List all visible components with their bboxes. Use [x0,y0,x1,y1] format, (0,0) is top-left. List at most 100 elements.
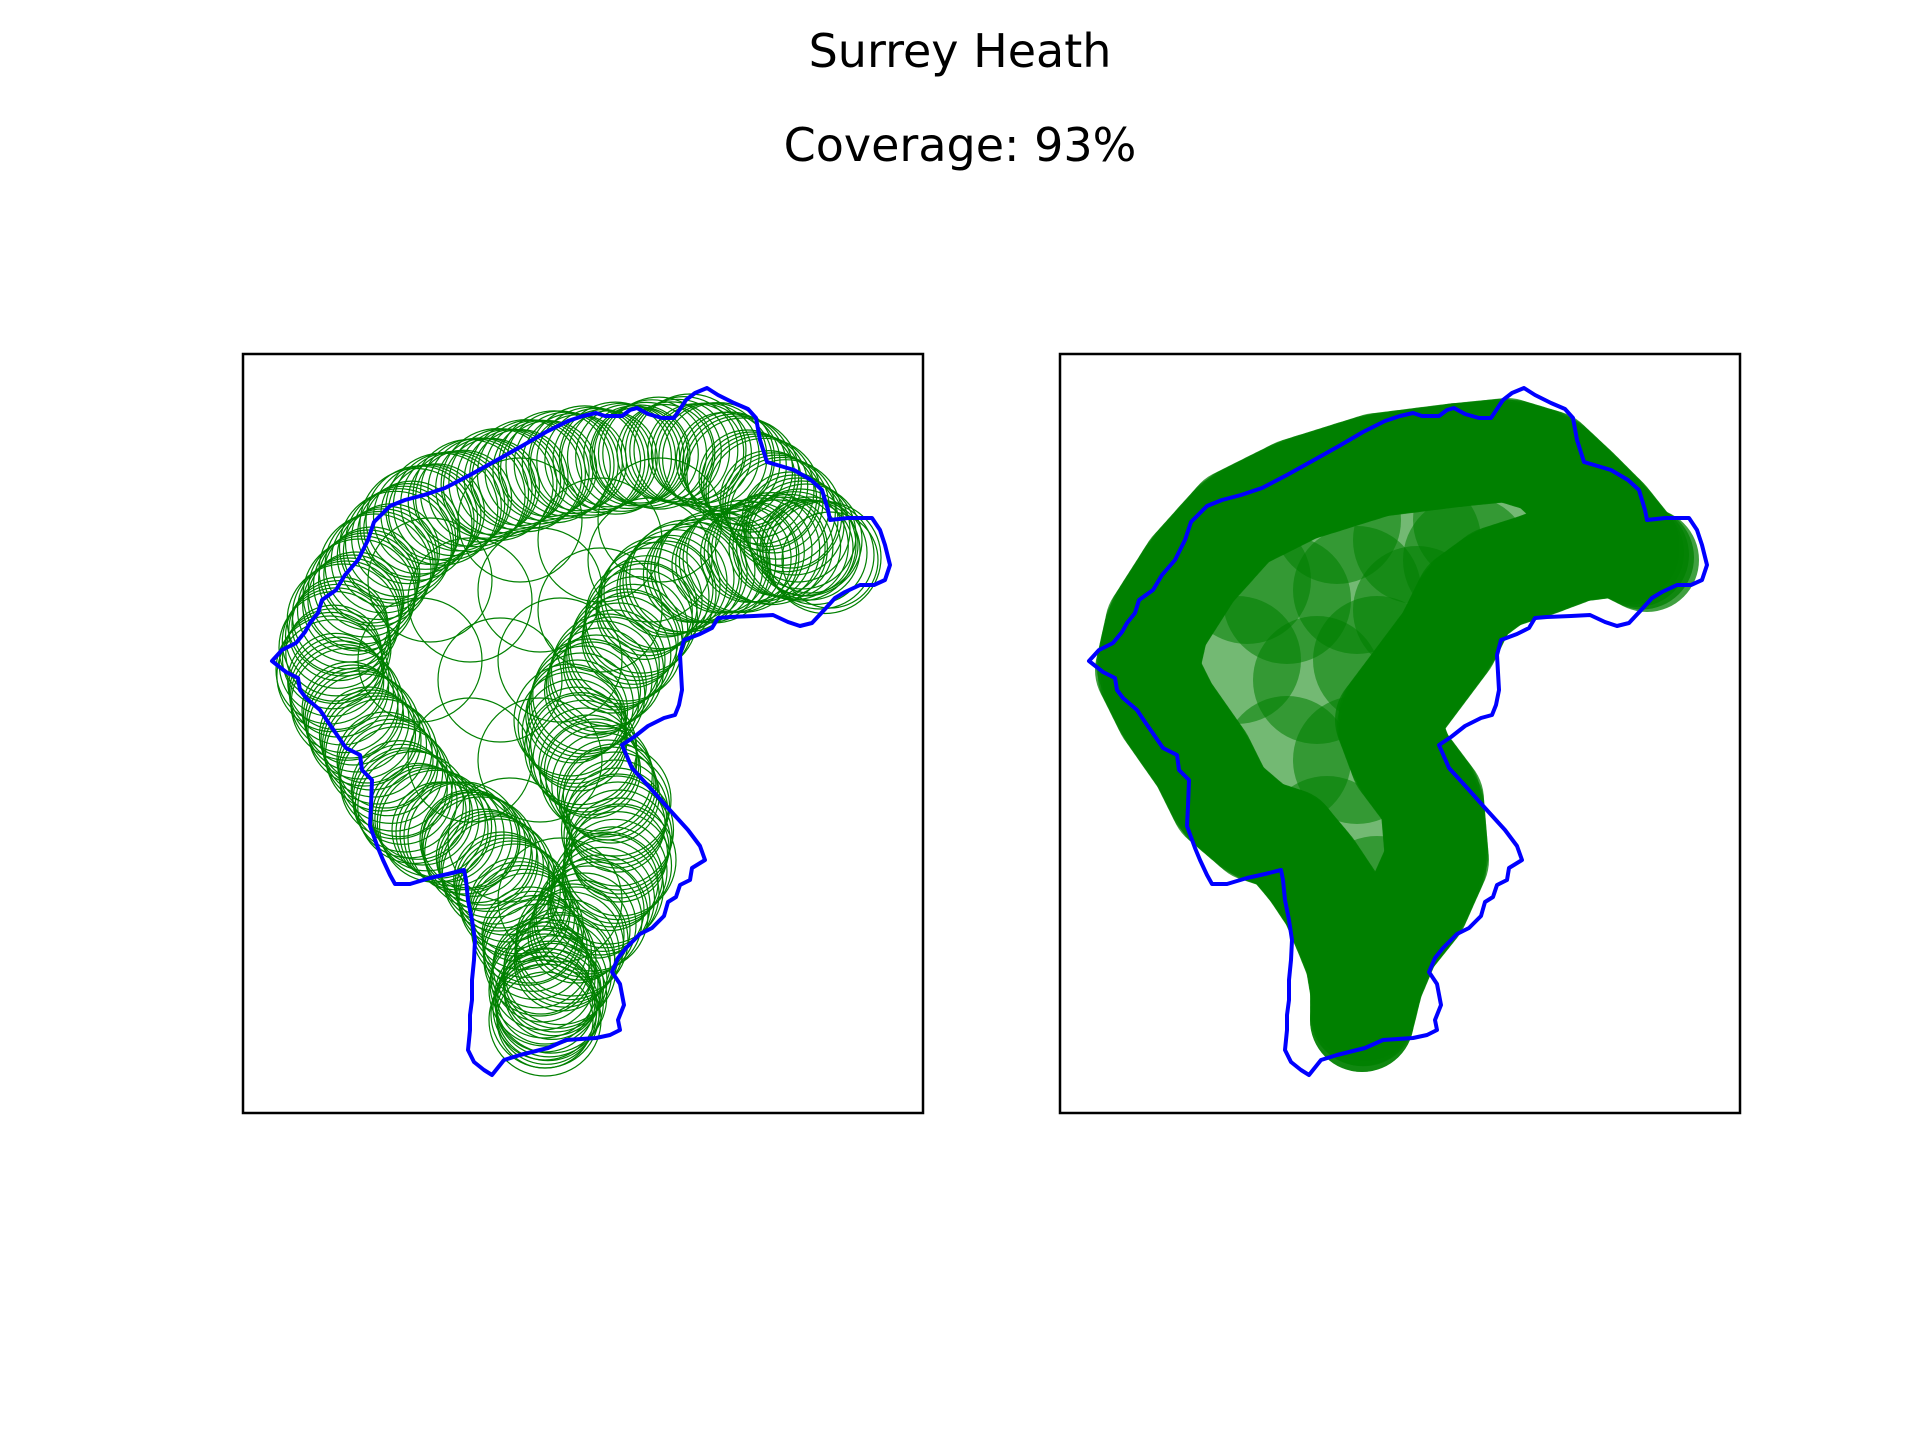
coverage-circle [593,401,699,507]
coverage-circle [700,431,803,533]
coverage-circle [427,437,533,543]
coverage-disc [1575,493,1679,597]
coverage-circle [563,759,669,865]
coverage-circle [318,686,417,784]
coverage-circle [583,568,694,678]
coverage-circle [726,456,837,566]
coverage-filled-panel [1058,352,1742,1115]
coverage-circle [707,437,821,551]
coverage-circle [629,396,739,506]
coverage-circle [407,537,533,663]
coverage-circle [372,464,479,570]
coverage-circle [302,554,404,656]
coverage-circle [435,808,533,906]
coverage-circle [318,529,420,631]
coverage-circle [549,854,651,956]
coverage-subtitle: Coverage: 93% [783,118,1137,172]
coverage-circle [747,480,857,590]
coverage-circle [587,497,713,623]
coverage-circle [527,886,625,984]
coverage-circle [531,872,637,978]
coverage-circle [497,597,623,723]
region-boundary [1087,386,1709,1077]
coverage-circle [301,661,399,759]
figure-title: Surrey Heath [808,24,1112,78]
coverage-circle [497,837,623,963]
coverage-circle [489,929,599,1039]
coverage-circle [719,450,818,548]
coverage-circle [743,474,845,576]
coverage-circle [321,692,428,798]
coverage-circle [547,861,645,959]
coverage-circle [336,711,434,809]
coverage-circle [338,718,444,825]
coverage-circle [477,697,603,823]
coverage-circle [552,409,654,511]
coverage-circle [619,534,721,636]
coverage-circle [581,591,679,689]
coverage-circle [514,906,616,1008]
coverage-circle [337,715,439,817]
coverage-circle [412,438,526,553]
coverage-circle [447,777,573,903]
coverage-circles [275,393,882,1077]
coverage-circle [624,398,731,504]
panel-frame [241,352,925,1115]
coverage-circle [732,496,834,598]
coverage-circle [357,597,483,723]
coverage-circle [419,789,521,891]
coverage-circle [354,749,464,859]
coverage-circle [457,457,583,583]
coverage-circle [761,496,859,594]
coverage-outline-panel [241,352,925,1115]
coverage-circle [722,452,824,554]
coverage-circle [437,617,563,743]
coverage-circle [339,722,449,832]
coverage-circle [729,459,843,573]
coverage-circle [584,560,699,674]
coverage-circle [537,547,663,673]
coverage-circle [421,791,527,897]
coverage-circle [533,865,643,975]
coverage-circle [287,632,385,731]
coverage-circle [547,627,653,733]
coverage-circle [535,858,649,972]
coverage-circle [302,664,405,766]
coverage-circle [551,732,657,838]
coverage-circle [707,497,813,603]
coverage-circle [525,666,623,764]
coverage-circle [352,747,458,853]
coverage-circle [407,697,533,823]
coverage-circle [288,640,394,746]
coverage-circle [550,831,665,945]
coverage-circle [351,743,453,845]
coverage-circle [290,647,404,761]
coverage-discs [1095,398,1699,1072]
coverage-circle [703,433,809,539]
coverage-circle [560,773,675,887]
coverage-circle [563,781,673,891]
coverage-circle [564,609,666,711]
panel-frame [1058,352,1742,1115]
coverage-circle [536,406,646,516]
coverage-circle [543,641,642,739]
coverage-circle [440,428,554,542]
coverage-circle [453,831,551,929]
coverage-circle [566,402,677,512]
coverage-circle [622,529,728,635]
coverage-circle [562,616,660,714]
coverage-circle [513,914,611,1012]
coverage-circle [597,457,723,583]
coverage-circle [681,413,787,519]
coverage-circle [561,826,664,928]
coverage-circle [350,739,448,838]
coverage-circle [570,805,669,903]
region-boundary [270,386,892,1077]
coverage-circle [482,894,588,1001]
coverage-circle [537,477,663,603]
coverage-circle [351,485,457,591]
coverage-circle [307,535,417,645]
coverage-circle [745,477,851,583]
coverage-circle [568,797,670,899]
